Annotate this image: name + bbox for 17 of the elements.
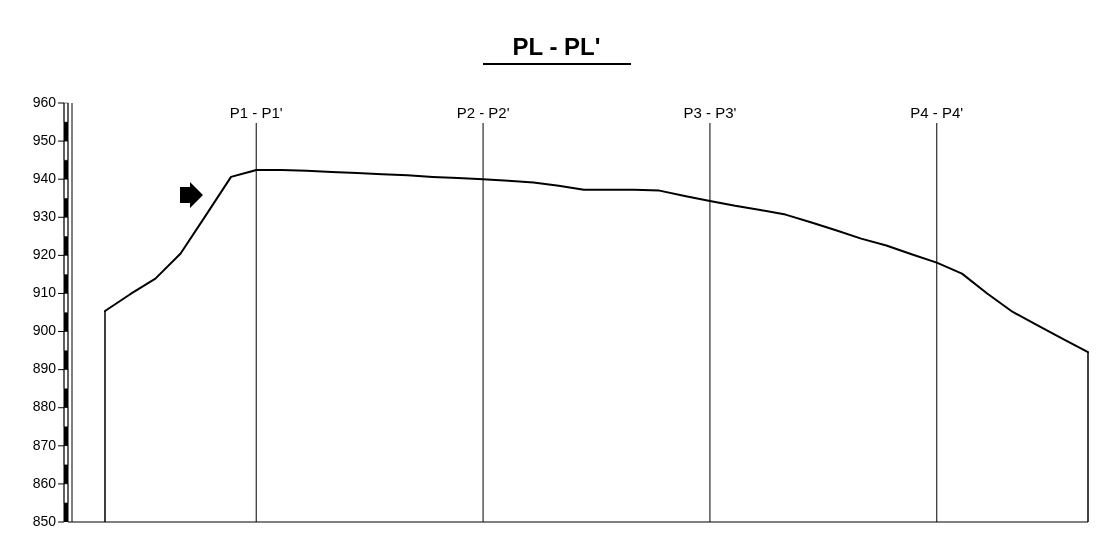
x-tick-label: P3 - P3' xyxy=(683,104,737,121)
y-tick-label: 920 xyxy=(32,246,57,263)
y-tick-label: 880 xyxy=(32,398,57,415)
y-tick-label: 890 xyxy=(32,360,57,377)
y-tick-label: 850 xyxy=(32,512,57,529)
x-tick-label: P2 - P2' xyxy=(456,104,510,121)
y-tick-label: 910 xyxy=(32,284,57,301)
y-tick-label: 860 xyxy=(32,474,57,491)
y-tick-label: 940 xyxy=(32,169,57,186)
y-tick-label: 870 xyxy=(32,436,57,453)
chart-title: PL - PL' xyxy=(512,33,601,60)
y-tick-label: 930 xyxy=(32,207,57,224)
x-tick-label: P4 - P4' xyxy=(910,104,964,121)
y-tick-label: 960 xyxy=(32,93,57,110)
x-tick-label: P1 - P1' xyxy=(229,104,283,121)
y-tick-label: 950 xyxy=(32,131,57,148)
y-tick-label: 900 xyxy=(32,322,57,339)
